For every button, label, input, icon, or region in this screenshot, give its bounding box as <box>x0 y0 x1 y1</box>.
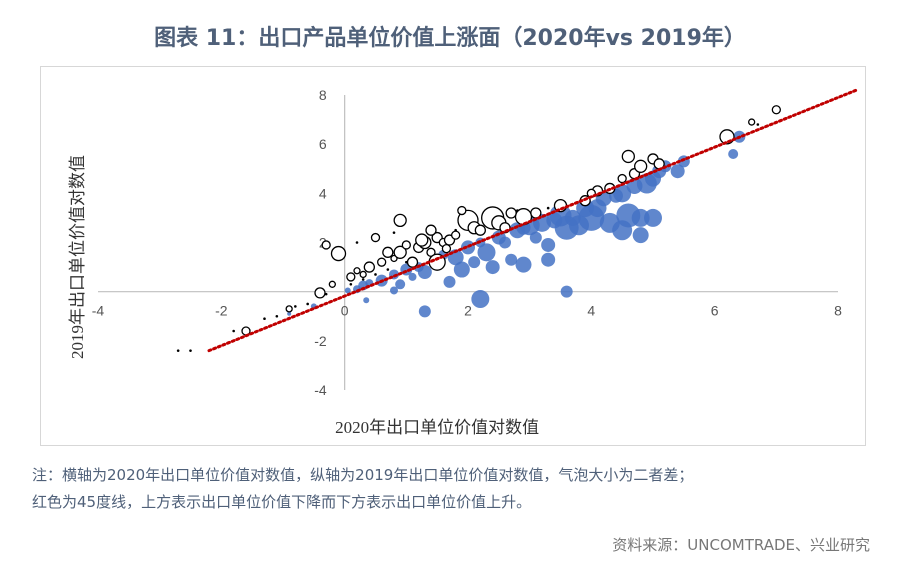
blue-bubble <box>344 287 351 294</box>
outline-bubble <box>314 287 326 299</box>
x-tick-label: 8 <box>834 303 842 319</box>
y-tick-label: -4 <box>314 382 327 398</box>
y-tick-label: -2 <box>314 333 327 349</box>
blue-bubble <box>453 261 470 278</box>
outline-bubble <box>377 257 387 267</box>
outline-bubble <box>719 129 735 145</box>
blue-bubble <box>644 208 662 227</box>
outline-bubble <box>401 240 411 250</box>
outline-bubble <box>451 230 461 240</box>
outline-bubble <box>415 233 429 247</box>
x-tick-label: 0 <box>341 303 349 319</box>
chart-note: 注：横轴为2020年出口单位价值对数值，纵轴为2019年出口单位价值对数值，气泡… <box>32 462 882 516</box>
outline-bubble <box>346 272 356 282</box>
black-dot <box>374 273 377 276</box>
outline-bubble <box>425 224 437 236</box>
note-line-1: 注：横轴为2020年出口单位价值对数值，纵轴为2019年出口单位价值对数值，气泡… <box>32 466 694 484</box>
black-dot <box>516 209 519 212</box>
blue-bubble <box>471 290 490 309</box>
blue-bubble <box>560 285 573 298</box>
blue-bubble <box>485 260 500 275</box>
blue-bubble <box>631 208 650 227</box>
outline-bubble <box>330 245 347 262</box>
blue-bubble <box>477 243 496 262</box>
outline-bubble <box>382 246 394 258</box>
black-dot <box>306 302 309 306</box>
black-dot <box>189 349 192 352</box>
outline-bubble <box>393 213 407 228</box>
outline-bubble <box>363 261 375 273</box>
y-tick-label: 8 <box>319 87 327 103</box>
scatter-chart: -4-202468-4-224682020年出口单位价值对数值2019年出口单位… <box>68 87 858 437</box>
black-dot <box>263 317 266 321</box>
black-dot <box>405 260 408 264</box>
outline-bubble <box>621 149 635 164</box>
blue-bubble <box>443 275 456 288</box>
outline-bubble <box>617 173 627 184</box>
blue-bubble <box>632 227 649 244</box>
outline-bubble <box>406 256 419 268</box>
black-dot <box>386 268 390 271</box>
black-dot <box>324 292 328 296</box>
outline-bubble <box>353 267 361 275</box>
blue-bubble <box>390 286 398 295</box>
blue-bubble <box>408 272 417 281</box>
outline-bubble <box>457 205 467 216</box>
black-dot <box>454 228 457 232</box>
chart-title: 图表 11：出口产品单位价值上涨面（2020年vs 2019年） <box>154 26 746 51</box>
blue-bubble <box>468 256 481 269</box>
blue-bubble <box>363 297 370 304</box>
x-tick-label: 6 <box>711 303 719 319</box>
black-dot <box>361 278 365 281</box>
x-tick-label: -4 <box>92 303 105 319</box>
black-dot <box>294 305 297 308</box>
y-tick-label: 6 <box>319 136 327 152</box>
y-tick-label: 4 <box>319 185 327 201</box>
outline-bubble <box>505 207 517 219</box>
x-axis-title: 2020年出口单位价值对数值 <box>335 418 539 437</box>
blue-bubble <box>499 236 511 249</box>
outline-bubble <box>748 118 756 126</box>
blue-bubble <box>541 237 556 252</box>
black-dot <box>176 349 180 352</box>
blue-bubble <box>505 253 518 266</box>
outline-bubble <box>474 224 486 236</box>
outline-bubble <box>328 280 336 288</box>
blue-bubble <box>418 305 431 318</box>
blue-bubble <box>612 220 633 241</box>
outline-bubble <box>393 245 407 259</box>
black-dot <box>349 282 353 286</box>
outline-bubble <box>321 240 331 250</box>
blue-bubble <box>728 149 739 159</box>
chart-frame: -4-202468-4-224682020年出口单位价值对数值2019年出口单位… <box>40 66 866 446</box>
diagonal-45-line <box>207 88 858 353</box>
outline-bubble <box>441 243 452 254</box>
black-dot <box>232 329 235 333</box>
outline-bubble <box>359 270 367 279</box>
outline-bubble <box>771 105 781 115</box>
x-tick-label: 4 <box>587 303 595 319</box>
y-axis-title: 2019年出口单位价值对数值 <box>68 155 87 359</box>
outline-bubble <box>285 305 293 313</box>
blue-bubble <box>417 265 432 279</box>
blue-bubble <box>613 184 632 203</box>
x-tick-label: 2 <box>464 303 472 319</box>
black-dot <box>275 314 279 318</box>
black-dot <box>756 123 760 126</box>
black-dot <box>355 241 359 244</box>
black-dot <box>392 231 396 234</box>
outline-bubble <box>634 159 648 173</box>
x-tick-label: -2 <box>215 303 228 319</box>
blue-bubble <box>670 164 685 179</box>
source-text: 资料来源：UNCOMTRADE、兴业研究 <box>612 536 870 554</box>
black-dot <box>546 206 550 210</box>
outline-bubble <box>370 232 381 243</box>
blue-bubble <box>515 256 532 273</box>
blue-bubble <box>541 252 556 267</box>
blue-bubble <box>395 279 406 290</box>
note-line-2: 红色为45度线，上方表示出口单位价值下降而下方表示出口单位价值上升。 <box>32 493 532 511</box>
blue-bubble <box>529 231 542 244</box>
blue-bubble <box>287 311 292 316</box>
